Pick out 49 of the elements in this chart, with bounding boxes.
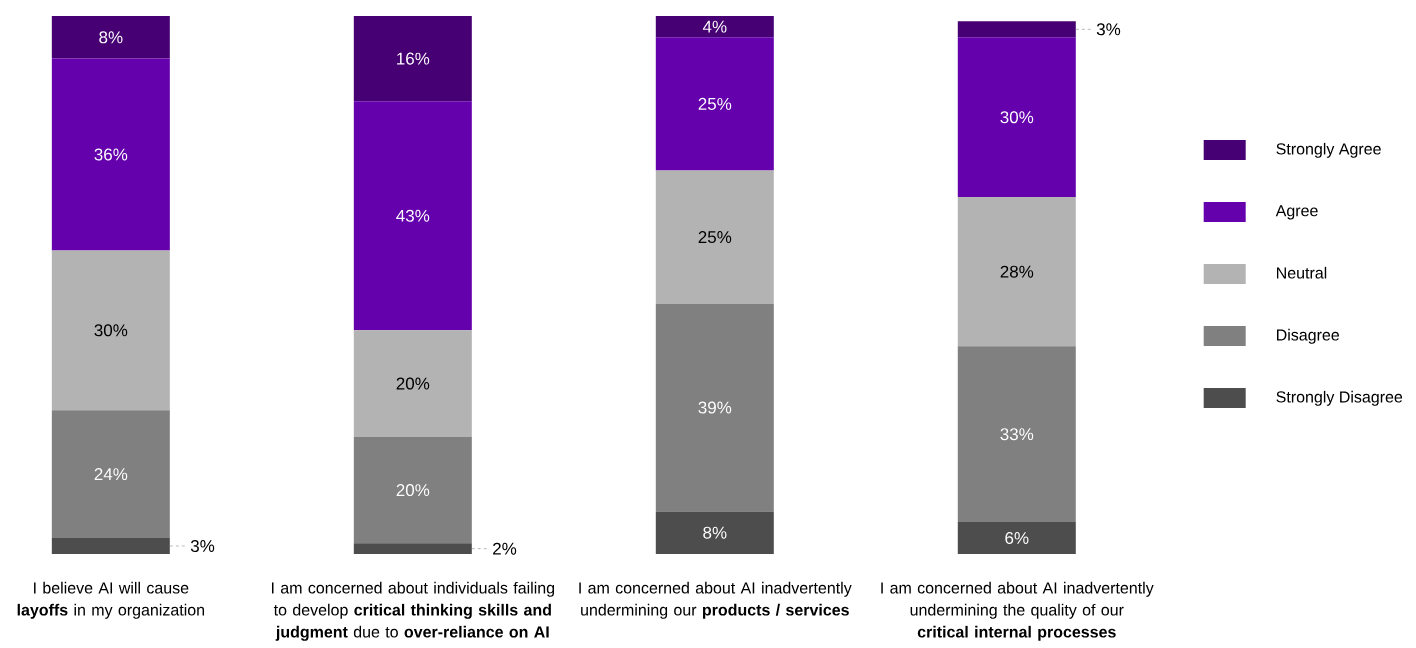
bar	[957, 522, 1076, 554]
data-label: 4%	[702, 20, 727, 33]
bar	[655, 37, 774, 171]
bar	[353, 436, 472, 544]
data-label: 36%	[94, 148, 128, 161]
bar	[957, 37, 1076, 198]
bar	[51, 538, 170, 554]
data-label: 16%	[397, 52, 430, 65]
data-label: 25%	[698, 97, 732, 110]
bar	[353, 101, 472, 331]
legend-label: Agree	[1275, 205, 1318, 220]
data-label: 33%	[1000, 428, 1034, 441]
data-label: 8%	[99, 31, 123, 44]
bar	[655, 303, 774, 512]
data-label: 30%	[94, 324, 128, 337]
x-tick-label: I am concerned about AI inadvertently undermining our products / services	[579, 581, 852, 619]
bar	[957, 21, 1076, 38]
bar	[353, 330, 472, 437]
bar	[655, 170, 774, 304]
bar	[51, 410, 170, 539]
bar	[957, 346, 1076, 523]
x-tick-label: I am concerned about AI inadvertently undermining the quality of our critical internal processes	[881, 581, 1154, 641]
data-label: 6%	[1005, 532, 1029, 545]
data-label: 39%	[698, 401, 732, 414]
data-label: 25%	[698, 231, 732, 244]
legend-label: Strongly Agree	[1276, 142, 1381, 158]
data-label: 3%	[190, 539, 215, 553]
x-tick-label: I believe AI will cause layoffs in my organization	[17, 581, 205, 619]
data-label: 3%	[1096, 23, 1121, 36]
data-label: 20%	[396, 484, 430, 497]
bar	[353, 16, 472, 102]
data-label: 8%	[703, 526, 727, 539]
bar	[51, 250, 170, 411]
data-label: 28%	[1000, 265, 1034, 278]
data-label: 30%	[1000, 111, 1034, 124]
data-label: 2%	[493, 542, 517, 555]
legend-label: Strongly Disagree	[1276, 390, 1403, 406]
bar	[655, 511, 774, 554]
x-tick-label: I am concerned about individuals failing to develop critical thinking skills and judgment due to over-reliance on AI	[271, 581, 555, 641]
bar	[957, 197, 1076, 347]
bar	[51, 16, 170, 59]
data-label: 43%	[396, 209, 430, 222]
bar	[51, 58, 170, 251]
data-label: 24%	[94, 468, 128, 481]
legend-label: Disagree	[1277, 328, 1339, 344]
legend-label: Neutral	[1277, 266, 1327, 279]
data-label: 20%	[396, 377, 430, 390]
bar	[353, 543, 472, 554]
bar	[655, 16, 774, 38]
